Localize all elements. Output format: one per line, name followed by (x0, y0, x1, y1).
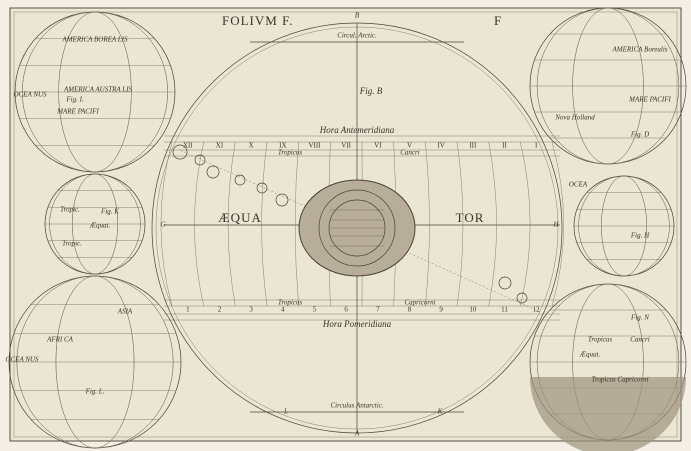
small-meridian (578, 175, 670, 277)
label: G (160, 221, 165, 229)
label: AMERICA Borealis (611, 46, 667, 54)
sun (275, 193, 289, 207)
label: AMERICA AUSTRA LIS (63, 86, 133, 94)
sun (498, 276, 512, 290)
sun (206, 165, 220, 179)
plate-inner-border (13, 11, 678, 438)
label: 11 (501, 306, 508, 314)
label: Circul. Arctic. (337, 32, 377, 40)
label: OCEA (569, 181, 588, 189)
label: Capricorni (404, 299, 435, 307)
small-meridian (16, 275, 174, 449)
label: ÆQUA (218, 210, 262, 225)
meridian (488, 141, 497, 307)
label: Fig. N (630, 314, 649, 322)
label: 8 (408, 306, 412, 314)
sun (516, 292, 528, 304)
label: K (437, 408, 443, 416)
label: Fig. D (630, 131, 649, 139)
label: MARE PACIFI (628, 96, 671, 104)
label: Æquat. (579, 351, 601, 359)
label: B (355, 12, 360, 20)
plate-title: FOLIVM F. (222, 13, 294, 28)
label: Fig. H (630, 232, 650, 240)
label: MARE PACIFI (56, 108, 99, 116)
label: 2 (218, 306, 222, 314)
label: 9 (439, 306, 443, 314)
label: III (469, 142, 477, 150)
globe (328, 199, 386, 257)
label: 10 (469, 306, 477, 314)
label: IV (437, 142, 444, 150)
sun (172, 144, 188, 160)
label: ASIA (117, 308, 133, 316)
meridian (294, 141, 299, 307)
label: Tropic. (60, 206, 80, 214)
label: Fig. K (100, 208, 119, 216)
label: AMERICA BOREA LIS (61, 36, 128, 44)
label: 3 (249, 306, 253, 314)
label: Cancri (400, 149, 420, 157)
small-meridian (22, 11, 168, 173)
label: Tropicus (278, 299, 303, 307)
engraving (8, 7, 687, 451)
label: Nova Holland (554, 114, 595, 122)
sun (234, 174, 246, 186)
globe-ring (318, 189, 396, 267)
meridian (160, 141, 173, 307)
sun (256, 182, 268, 194)
label: 4 (281, 306, 285, 314)
label: Circulus Antarctic. (330, 402, 383, 410)
label: OCEA NUS (5, 356, 39, 364)
meridian (227, 141, 236, 307)
plate-letter: F (494, 13, 502, 28)
label: XII (183, 142, 193, 150)
label: 5 (313, 306, 317, 314)
label: Tropicus (278, 149, 303, 157)
label: Tropic. (62, 240, 82, 248)
small-meridian (536, 7, 680, 165)
small-meridian (49, 173, 141, 275)
meridian (520, 141, 531, 307)
meridian (425, 141, 430, 307)
label: Fig. I. (65, 96, 84, 104)
label: Tropicus Capricorni (591, 376, 648, 384)
label: VIII (308, 142, 321, 150)
label: Cancri (630, 336, 650, 344)
label: Fig. L. (85, 388, 105, 396)
label: V (407, 142, 412, 150)
shading (530, 377, 686, 451)
label: II (502, 142, 507, 150)
label: Hora Pomeridiana (322, 319, 392, 329)
meridian (551, 141, 564, 307)
label: 12 (533, 306, 541, 314)
label: 7 (376, 306, 380, 314)
meridian (261, 141, 268, 307)
label: 1 (186, 306, 190, 314)
sun (194, 154, 206, 166)
label: IX (279, 142, 286, 150)
label: VI (374, 142, 382, 150)
label: AFRI CA (46, 336, 74, 344)
label: XI (216, 142, 224, 150)
label: Hora Antemeridiana (319, 125, 395, 135)
label: X (249, 142, 254, 150)
label: TOR (456, 210, 485, 225)
label: I (535, 142, 538, 150)
label: A (354, 430, 360, 438)
label: Æquat. (89, 222, 111, 230)
meridian (194, 141, 204, 307)
label: Tropicus (588, 336, 613, 344)
label: H (552, 221, 559, 229)
label: OCEA NUS (13, 91, 47, 99)
label: L (283, 408, 288, 416)
label: VII (341, 142, 351, 150)
meridian (456, 141, 464, 307)
label: 6 (344, 306, 348, 314)
label: Fig. B (359, 86, 383, 96)
